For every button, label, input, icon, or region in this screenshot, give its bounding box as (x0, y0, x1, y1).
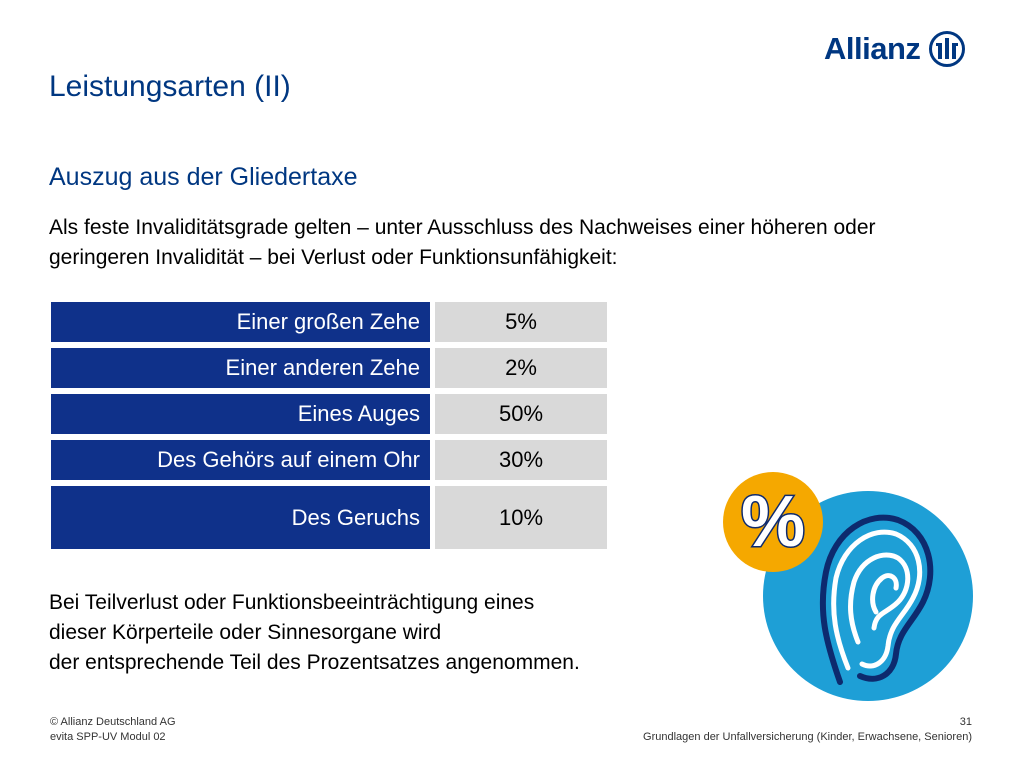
row-label: Des Geruchs (50, 485, 431, 550)
page-number: 31 (959, 716, 972, 728)
row-label: Einer anderen Zehe (50, 347, 431, 389)
outro-paragraph: Bei Teilverlust oder Funktionsbeeinträch… (49, 588, 929, 678)
footer-module: evita SPP-UV Modul 02 (50, 731, 166, 743)
row-value: 30% (434, 439, 608, 481)
row-value: 50% (434, 393, 608, 435)
table-row: Des Geruchs 10% (50, 485, 608, 550)
gliedertaxe-table: Einer großen Zehe 5% Einer anderen Zehe … (50, 301, 608, 554)
table-row: Einer anderen Zehe 2% (50, 347, 608, 389)
outro-line: der entsprechende Teil des Prozentsatzes… (49, 651, 580, 674)
table-row: Des Gehörs auf einem Ohr 30% (50, 439, 608, 481)
row-value: 5% (434, 301, 608, 343)
footer-copyright: © Allianz Deutschland AG (50, 716, 176, 728)
ear-percent-icon: % (723, 472, 973, 701)
row-label: Eines Auges (50, 393, 431, 435)
row-label: Einer großen Zehe (50, 301, 431, 343)
section-subtitle: Auszug aus der Gliedertaxe (49, 163, 358, 191)
table-row: Eines Auges 50% (50, 393, 608, 435)
row-value: 10% (434, 485, 608, 550)
footer-left: © Allianz Deutschland AG evita SPP-UV Mo… (50, 715, 176, 745)
intro-paragraph: Als feste Invaliditätsgrade gelten – unt… (49, 216, 876, 269)
percent-badge (723, 472, 823, 572)
logo-text: Allianz (824, 31, 921, 66)
outro-line: dieser Körperteile oder Sinnesorgane wir… (49, 621, 442, 644)
footer-right: 31 Grundlagen der Unfallversicherung (Ki… (643, 715, 972, 745)
outro-line: Bei Teilverlust oder Funktionsbeeinträch… (49, 591, 535, 614)
footer-course: Grundlagen der Unfallversicherung (Kinde… (643, 731, 972, 743)
row-value: 2% (434, 347, 608, 389)
page-title: Leistungsarten (II) (49, 70, 291, 103)
percent-symbol: % (741, 482, 805, 562)
row-label: Des Gehörs auf einem Ohr (50, 439, 431, 481)
allianz-logo: Allianz (824, 30, 966, 68)
allianz-eagle-icon (929, 31, 966, 67)
table-row: Einer großen Zehe 5% (50, 301, 608, 343)
